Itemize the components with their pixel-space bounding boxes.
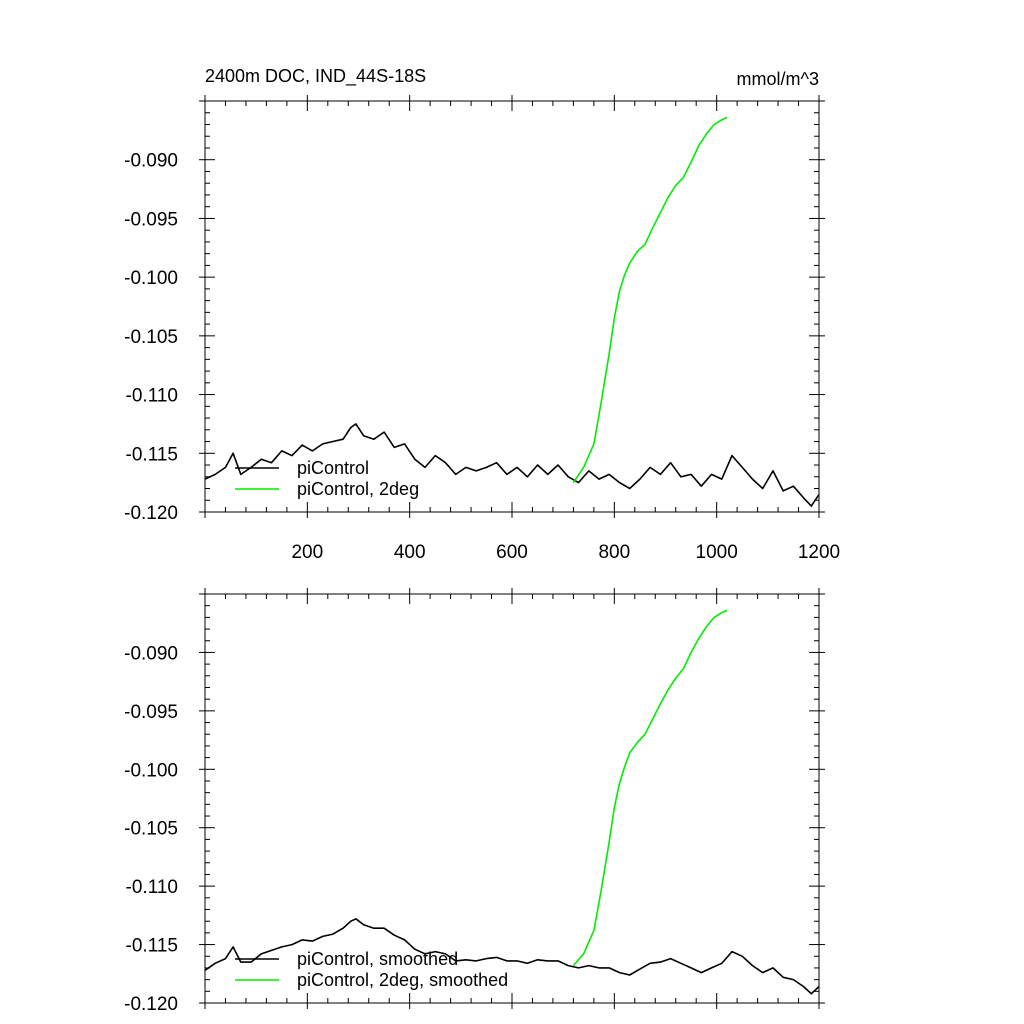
legend-label: piControl, smoothed — [297, 949, 458, 969]
series-line-1 — [572, 116, 728, 484]
legend-label: piControl, 2deg — [297, 479, 419, 499]
x-tick-label: 400 — [394, 542, 426, 563]
y-tick-label: -0.105 — [124, 327, 178, 348]
top-panel: -0.090 -0.095 -0.100 -0.105 -0.110 -0.115 -0.1… — [124, 66, 840, 563]
y-tick-label: -0.120 — [124, 994, 178, 1015]
y-tick-label: -0.105 — [124, 819, 178, 840]
y-tick-label: -0.095 — [124, 209, 178, 230]
x-tick-label: 600 — [496, 542, 528, 563]
x-tick-label: 1000 — [696, 542, 738, 563]
x-tick-label: 200 — [291, 542, 323, 563]
y-tick-label: -0.090 — [124, 643, 178, 664]
x-tick-label: 800 — [598, 542, 630, 563]
legend-label: piControl, 2deg, smoothed — [297, 970, 508, 990]
y-tick-label: -0.115 — [126, 936, 178, 957]
y-tick-label: -0.110 — [126, 877, 178, 898]
legend-label: piControl — [297, 458, 369, 478]
x-tick-label: 1200 — [798, 542, 840, 563]
y-tick-label: -0.090 — [124, 151, 178, 172]
y-tick-label: -0.110 — [126, 386, 178, 407]
units-label: mmol/m^3 — [737, 69, 819, 89]
y-tick-label: -0.120 — [124, 503, 178, 524]
series-line-0 — [204, 918, 820, 995]
series-line-0 — [204, 423, 820, 507]
y-tick-label: -0.095 — [124, 702, 178, 723]
y-tick-label: -0.115 — [126, 444, 178, 465]
bottom-panel: -0.090 -0.095 -0.100 -0.105 -0.110 -0.115 -0.1… — [124, 588, 825, 1015]
y-tick-label: -0.100 — [124, 268, 178, 289]
chart-title: 2400m DOC, IND_44S-18S — [205, 66, 426, 87]
series-line-1 — [572, 609, 728, 967]
y-tick-label: -0.100 — [124, 760, 178, 781]
